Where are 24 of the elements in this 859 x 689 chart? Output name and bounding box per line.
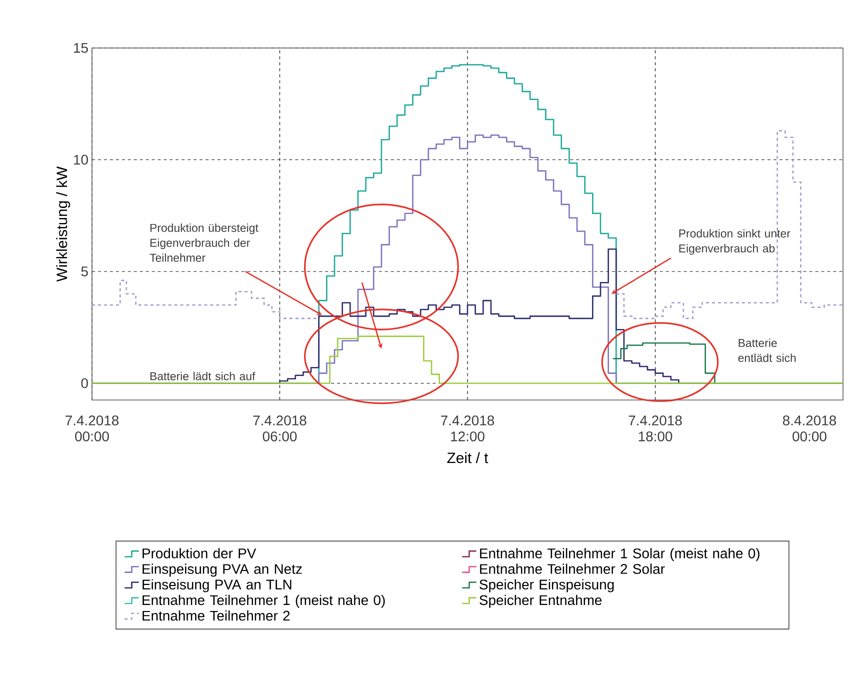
- legend-label: Entnahme Teilnehmer 1 (meist nahe 0): [142, 594, 385, 608]
- y-tick-label: 15: [74, 43, 88, 53]
- legend-label: Speicher Einspeisung: [480, 579, 614, 592]
- y-axis-title: Wirkleistung / kW: [56, 166, 70, 282]
- x-tick-label: 7.4.2018 12:00: [441, 416, 494, 442]
- legend-label: Einseisung PVA an TLN: [142, 579, 292, 592]
- legend-label: Entnahme Teilnehmer 2 Solar: [480, 564, 665, 574]
- legend-label: Produktion der PV: [142, 548, 256, 558]
- x-tick-label: 7.4.2018 06:00: [253, 416, 306, 442]
- y-tick-label: 5: [81, 266, 88, 276]
- x-axis-title: Zeit / t: [447, 452, 488, 464]
- annotation: Batterie entlädt sich: [738, 338, 796, 362]
- x-tick-label: 8.4.2018 00:00: [782, 416, 836, 442]
- y-tick-label: 0: [81, 378, 88, 388]
- annotation: Produktion sinkt unter Eigenverbrauch ab: [679, 229, 790, 255]
- legend-label: Entnahme Teilnehmer 2: [142, 610, 290, 621]
- x-tick-label: 7.4.2018 18:00: [628, 416, 682, 442]
- y-tick-label: 10: [74, 154, 88, 165]
- annotation: Produktion übersteigt Eigenverbrauch der Teilnehmer: [150, 224, 258, 262]
- x-tick-label: 7.4.2018 00:00: [66, 416, 119, 442]
- legend-label: Speicher Entnahme: [480, 594, 602, 608]
- legend-label: Einspeisung PVA an Netz: [142, 564, 302, 577]
- annotation: Batterie lädt sich auf: [150, 372, 256, 380]
- legend-label: Entnahme Teilnehmer 1 Solar (meist nahe 0): [480, 548, 760, 562]
